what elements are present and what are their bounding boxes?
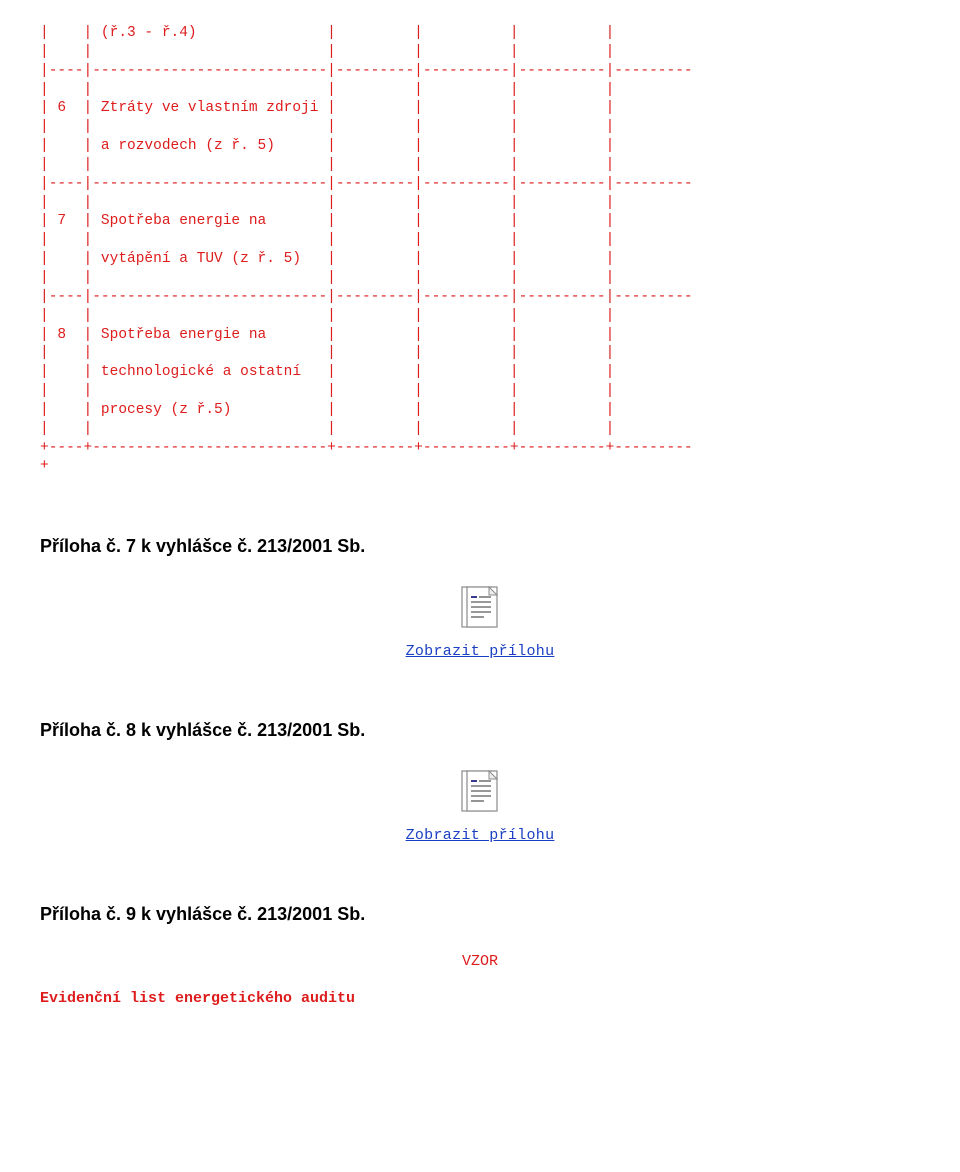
vzor-label: VZOR [40,953,920,970]
attachment-7-icon-row [40,585,920,633]
show-attachment-8-link[interactable]: Zobrazit přílohu [406,827,555,844]
attachment-8-heading: Příloha č. 8 k vyhlášce č. 213/2001 Sb. [40,720,920,741]
attachment-7-link-row: Zobrazit přílohu [40,643,920,660]
document-icon [460,769,500,817]
ascii-table: | | (ř.3 - ř.4) | | | | | | | | | | |---… [40,24,920,476]
attachment-9-heading: Příloha č. 9 k vyhlášce č. 213/2001 Sb. [40,904,920,925]
attachment-7-heading: Příloha č. 7 k vyhlášce č. 213/2001 Sb. [40,536,920,557]
attachment-8-icon-row [40,769,920,817]
audit-subheading: Evidenční list energetického auditu [40,990,920,1007]
show-attachment-7-link[interactable]: Zobrazit přílohu [406,643,555,660]
document-icon [460,585,500,633]
attachment-8-link-row: Zobrazit přílohu [40,827,920,844]
